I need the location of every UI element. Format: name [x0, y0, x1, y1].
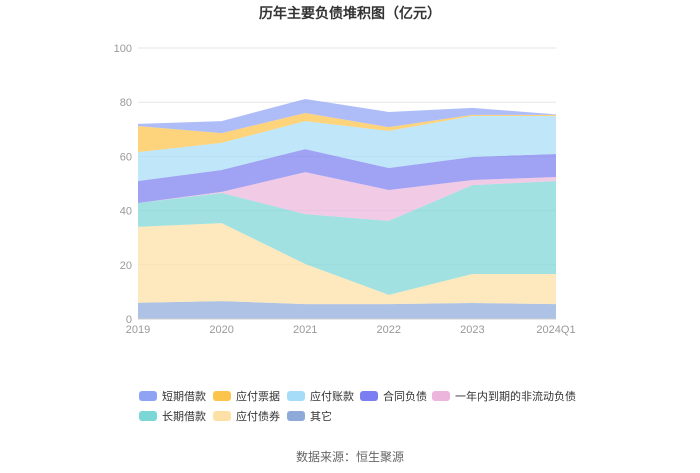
- legend-label: 应付票据: [236, 389, 280, 403]
- legend-swatch: [287, 391, 305, 401]
- legend-swatch: [287, 411, 305, 421]
- y-tick-label: 0: [126, 314, 132, 326]
- area-series-0: [138, 98, 556, 134]
- y-tick-label: 100: [114, 43, 132, 55]
- x-tick-label: 2019: [126, 324, 150, 336]
- legend-swatch: [213, 391, 231, 401]
- area-series-2: [138, 116, 556, 182]
- area-series-group: [138, 98, 556, 319]
- axes: 0 20 40 60 80 100 2019 2020 2021 2022 2023 2024Q1: [114, 43, 576, 336]
- legend-item[interactable]: 其它: [287, 409, 332, 423]
- legend-swatch: [139, 391, 157, 401]
- legend-item[interactable]: 应付票据: [213, 389, 280, 403]
- x-tick-label: 2020: [209, 324, 233, 336]
- legend-item[interactable]: 合同负债: [360, 389, 427, 403]
- legend-swatch: [213, 411, 231, 421]
- legend-label: 一年内到期的非流动负债: [455, 389, 576, 403]
- y-tick-label: 40: [120, 206, 132, 218]
- x-tick-label: 2023: [460, 324, 484, 336]
- y-tick-label: 20: [120, 260, 132, 272]
- legend-item[interactable]: 长期借款: [139, 409, 206, 423]
- legend-label: 应付债券: [236, 409, 280, 423]
- data-source-note: 数据来源：恒生聚源: [296, 449, 404, 464]
- chart-title: 历年主要负债堆积图（亿元）: [259, 5, 441, 21]
- legend-swatch: [360, 391, 378, 401]
- legend-item[interactable]: 一年内到期的非流动负债: [432, 389, 576, 403]
- y-tick-label: 80: [120, 97, 132, 109]
- legend-item[interactable]: 短期借款: [139, 389, 206, 403]
- area-series-7: [138, 301, 556, 319]
- legend-label: 短期借款: [162, 389, 206, 403]
- x-tick-label: 2024Q1: [536, 324, 575, 336]
- area-series-4: [138, 172, 556, 221]
- x-tick-label: 2022: [377, 324, 401, 336]
- legend-item[interactable]: 应付账款: [287, 389, 354, 403]
- legend-label: 合同负债: [383, 389, 427, 403]
- legend-label: 其它: [310, 409, 332, 423]
- legend-label: 应付账款: [310, 389, 354, 403]
- area-series-3: [138, 149, 556, 204]
- legend-swatch: [139, 411, 157, 421]
- x-tick-label: 2021: [293, 324, 317, 336]
- legend-label: 长期借款: [162, 409, 206, 423]
- area-series-5: [138, 181, 556, 295]
- legend-swatch: [432, 391, 450, 401]
- legend-item[interactable]: 应付债券: [213, 409, 280, 423]
- y-tick-label: 60: [120, 151, 132, 163]
- area-series-1: [138, 113, 556, 153]
- area-series-6: [138, 223, 556, 305]
